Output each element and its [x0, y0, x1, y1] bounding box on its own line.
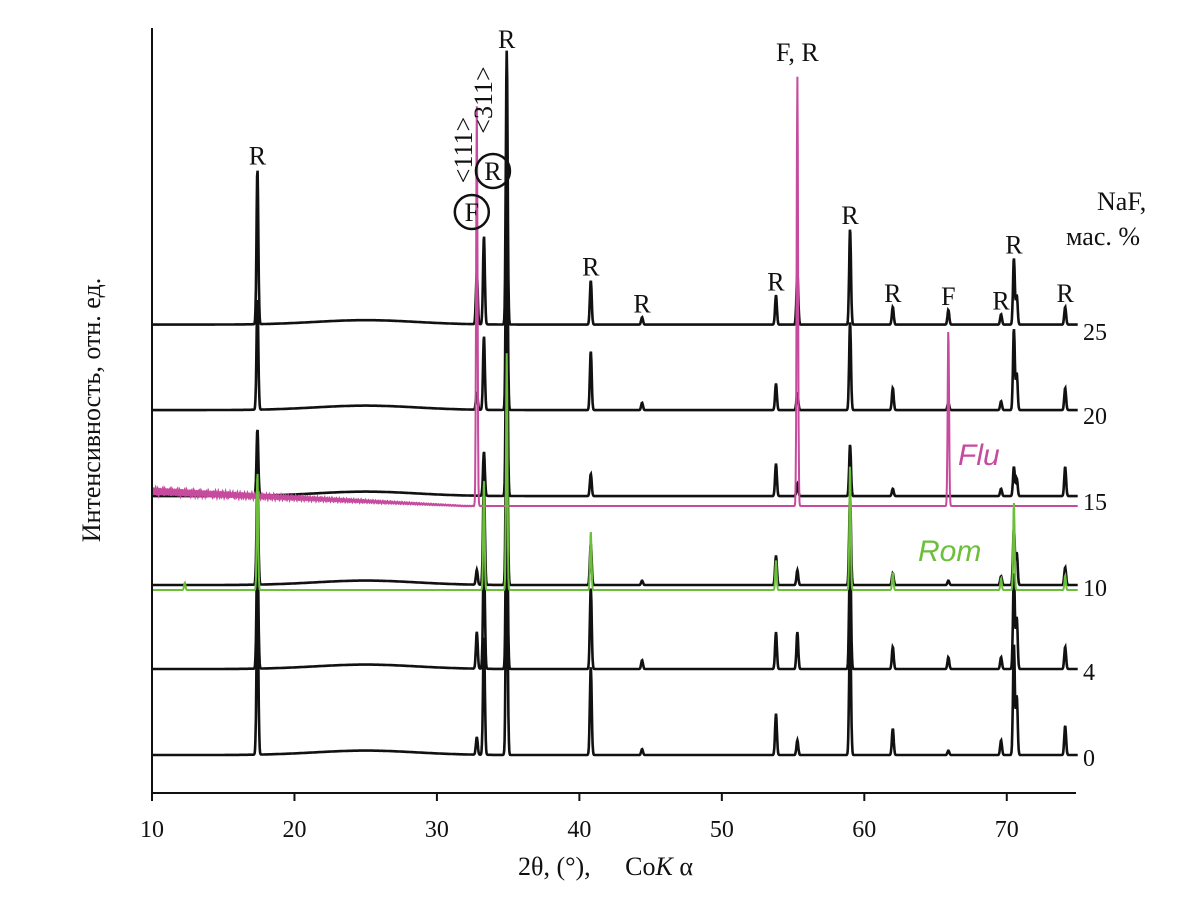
- x-tick-label: 70: [995, 817, 1019, 843]
- peak-label: R: [249, 142, 267, 171]
- circled-peak-label: R <311>: [469, 66, 512, 190]
- pattern-lines: [152, 50, 1078, 757]
- pattern-naf-15: [152, 273, 1078, 498]
- x-axis-title-main: 2θ, (°),: [518, 852, 591, 881]
- x-axis-title: 2θ, (°), CoK α: [518, 852, 693, 881]
- y-axis-title: Интенсивность, отн. ед.: [77, 278, 106, 542]
- orientation-label: <311>: [469, 66, 498, 133]
- x-axis-title-source-prefix: Co: [625, 852, 655, 881]
- peak-circle: [453, 193, 491, 231]
- x-tick-label: 40: [567, 817, 591, 843]
- legend-title-line2: мас. %: [1066, 222, 1140, 251]
- pattern-naf-20: [152, 165, 1078, 412]
- legend-title-line1: NaF,: [1097, 187, 1146, 216]
- peak-label: R: [582, 253, 600, 282]
- pattern-naf-0: [152, 518, 1078, 757]
- pattern-naf-4: [152, 461, 1078, 671]
- x-axis-title-source-italic: K: [655, 852, 675, 881]
- peak-label: R: [841, 201, 859, 230]
- series-label-25: 25: [1083, 320, 1107, 346]
- peak-label: R: [992, 287, 1010, 316]
- series-label-0: 0: [1083, 746, 1095, 772]
- x-tick-label: 10: [140, 817, 164, 843]
- orientation-label: <111>: [449, 117, 478, 183]
- x-axis-title-source-suffix: α: [673, 852, 694, 881]
- series-label-10: 10: [1083, 576, 1107, 602]
- series-labels: 25 20 15 10 4 0: [1083, 320, 1107, 772]
- pattern-naf-10: [152, 370, 1078, 587]
- circled-peak-letter: F: [465, 198, 479, 227]
- pattern-naf-25: [152, 50, 1078, 326]
- circled-peak-letter: R: [484, 157, 502, 186]
- peak-label: R: [498, 25, 516, 54]
- x-tick-label: 60: [852, 817, 876, 843]
- x-ticks: 10 20 30 40 50 60 70: [140, 793, 1019, 843]
- peak-label: F, R: [776, 38, 819, 67]
- axes: [151, 28, 1076, 794]
- peak-label: F: [941, 282, 955, 311]
- series-label-15: 15: [1083, 490, 1107, 516]
- series-label-20: 20: [1083, 404, 1107, 430]
- circled-peak-label: F <111>: [449, 117, 491, 231]
- rom-reference-label: Rom: [918, 535, 981, 568]
- x-tick-label: 50: [710, 817, 734, 843]
- x-tick-label: 20: [282, 817, 306, 843]
- peak-label: R: [767, 267, 785, 296]
- peak-circle: [474, 152, 512, 190]
- x-tick-label: 30: [425, 817, 449, 843]
- reference-lines: [151, 76, 1078, 591]
- peak-label: R: [884, 279, 902, 308]
- reference-pattern-flu: [151, 76, 1078, 508]
- series-label-4: 4: [1083, 660, 1095, 686]
- reference-pattern-rom: [152, 353, 1078, 591]
- peak-label: R: [1005, 230, 1023, 259]
- flu-reference-label: Flu: [958, 439, 1000, 472]
- peak-label: R: [633, 290, 651, 319]
- peak-label: R: [1057, 279, 1075, 308]
- circled-peak-labels: F <111> R <311>: [449, 66, 512, 231]
